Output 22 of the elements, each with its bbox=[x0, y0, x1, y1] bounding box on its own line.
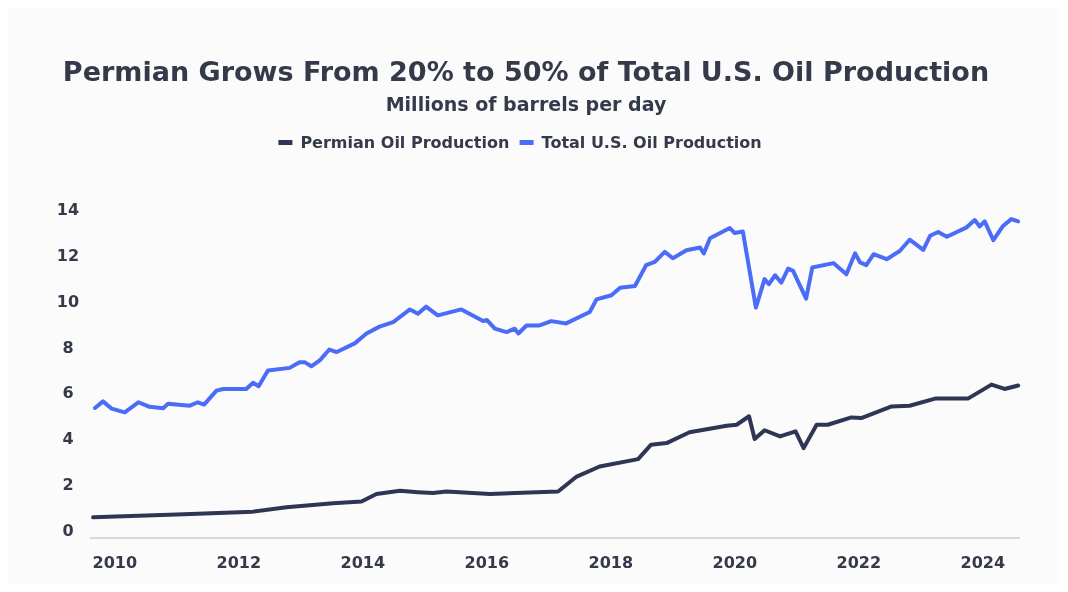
y-tick-label: 14 bbox=[56, 200, 80, 219]
y-tick-label: 2 bbox=[62, 475, 74, 495]
chart-title: Permian Grows From 20% to 50% of Total U.S. Oil Production bbox=[62, 56, 990, 87]
y-tick-label: 10 bbox=[56, 291, 80, 311]
x-tick-label: 2020 bbox=[712, 553, 758, 572]
y-tick-label: 6 bbox=[62, 383, 74, 403]
x-tick-label: 2012 bbox=[216, 553, 262, 572]
chart-subtitle: Millions of barrels per day bbox=[385, 93, 667, 115]
line-series bbox=[92, 217, 1021, 415]
y-tick-label: 0 bbox=[62, 520, 74, 540]
x-tick-label: 2010 bbox=[92, 553, 138, 572]
x-tick-label: 2014 bbox=[340, 553, 386, 572]
y-tick-label: 8 bbox=[62, 337, 74, 357]
y-tick-label: 4 bbox=[62, 429, 74, 449]
line-series bbox=[91, 382, 1021, 520]
x-tick-label: 2016 bbox=[464, 553, 510, 572]
x-tick-label: 2022 bbox=[836, 553, 882, 572]
x-tick-label: 2024 bbox=[960, 553, 1006, 572]
x-tick-label: 2018 bbox=[588, 553, 634, 572]
y-tick-label: 12 bbox=[56, 245, 80, 265]
legend-label: Total U.S. Oil Production bbox=[541, 133, 762, 152]
legend-label: Permian Oil Production bbox=[300, 133, 510, 152]
